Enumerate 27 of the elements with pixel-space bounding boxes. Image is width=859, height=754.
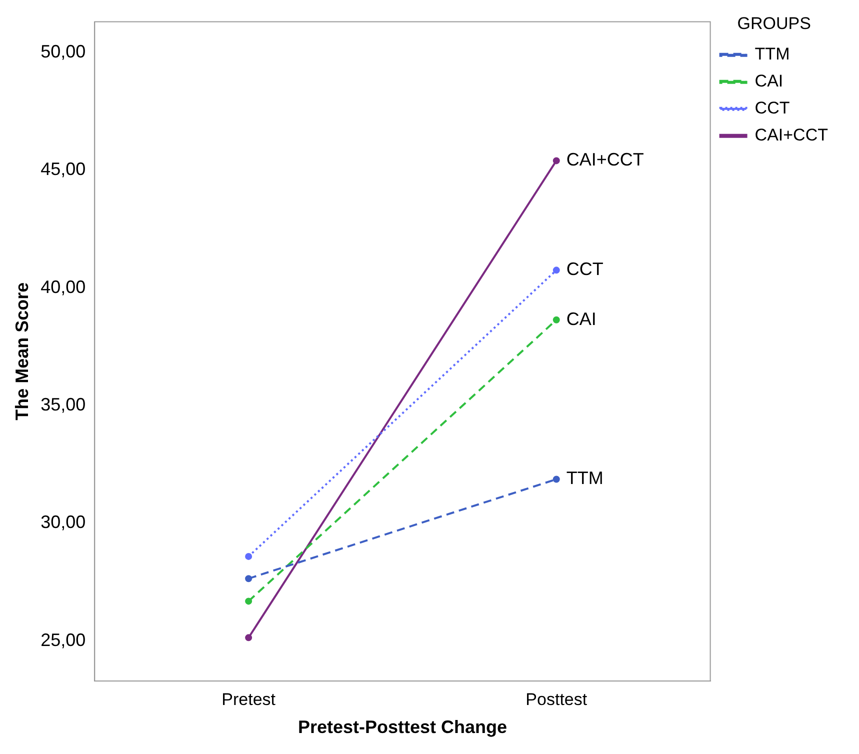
legend-label: CAI+CCT [754,126,828,145]
point [245,552,252,560]
legend-title: GROUPS [737,14,811,34]
y-axis-title: The Mean Score [12,282,32,420]
y-tick-label: 40,00 [40,276,86,297]
point [245,575,252,582]
point [552,476,560,483]
x-tick-label: Pretest [222,690,276,709]
legend-label: TTM [754,44,790,64]
point [552,157,560,164]
legend-label: CAI [754,72,784,91]
y-tick-label: 45,00 [40,159,86,180]
point [245,634,252,642]
text: CAI [566,308,596,329]
point [552,316,560,324]
y-tick-label: 30,00 [40,512,86,532]
y-tick-label: 50,00 [40,41,86,62]
point [245,598,252,605]
y-tick-label: 25,00 [40,630,86,650]
text: CAI+CCT [566,150,644,170]
x-axis-title: Pretest-Posttest Change [298,717,507,738]
x-tick-label: Posttest [526,690,588,709]
text: TTM [566,468,604,488]
y-tick-label: 35,00 [40,394,86,415]
legend-label: CCT [754,98,790,118]
point [552,266,560,274]
text: CCT [566,259,604,280]
